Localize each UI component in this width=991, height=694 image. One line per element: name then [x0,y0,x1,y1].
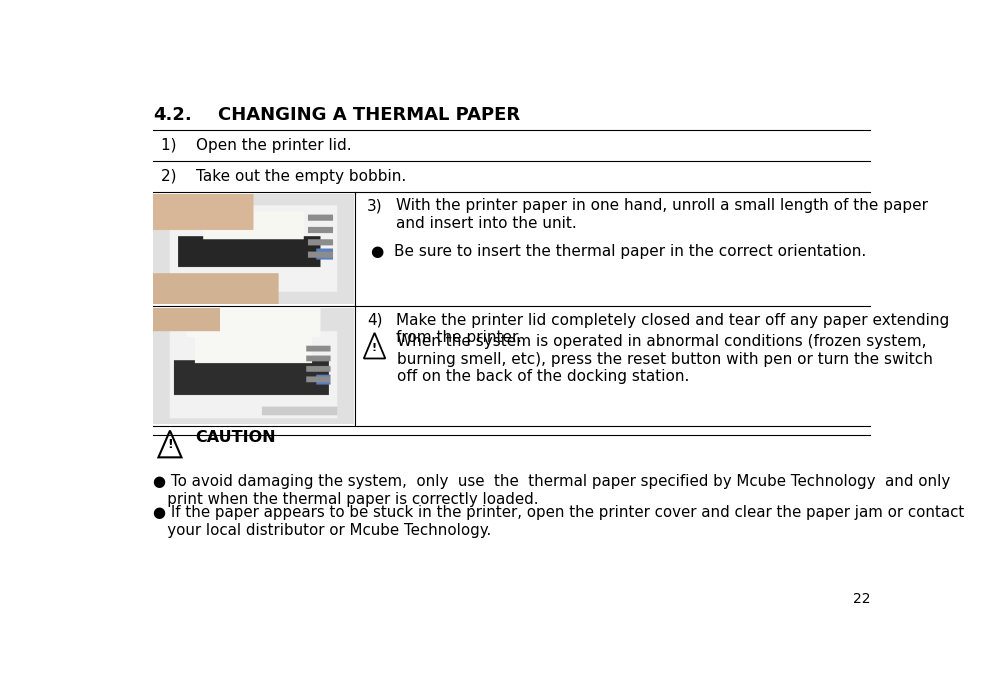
Text: 3): 3) [367,198,383,213]
Text: With the printer paper in one hand, unroll a small length of the paper
and inser: With the printer paper in one hand, unro… [396,198,928,230]
Text: 4): 4) [367,312,383,328]
Text: !: ! [167,439,172,452]
Text: !: ! [372,343,378,353]
Text: 4.2.: 4.2. [153,105,192,124]
Text: 22: 22 [853,592,870,606]
Text: ● If the paper appears to be stuck in the printer, open the printer cover and cl: ● If the paper appears to be stuck in th… [153,505,964,538]
Text: CAUTION: CAUTION [195,430,275,445]
Text: 1)    Open the printer lid.: 1) Open the printer lid. [161,138,352,153]
Text: Make the printer lid completely closed and tear off any paper extending
from the: Make the printer lid completely closed a… [396,312,949,345]
Text: When the system is operated in abnormal conditions (frozen system,
burning smell: When the system is operated in abnormal … [396,335,933,384]
Text: 2)    Take out the empty bobbin.: 2) Take out the empty bobbin. [161,169,406,184]
Text: ● To avoid damaging the system,  only  use  the  thermal paper specified by Mcub: ● To avoid damaging the system, only use… [153,475,950,507]
Text: CHANGING A THERMAL PAPER: CHANGING A THERMAL PAPER [218,105,520,124]
Text: ●  Be sure to insert the thermal paper in the correct orientation.: ● Be sure to insert the thermal paper in… [371,244,866,259]
